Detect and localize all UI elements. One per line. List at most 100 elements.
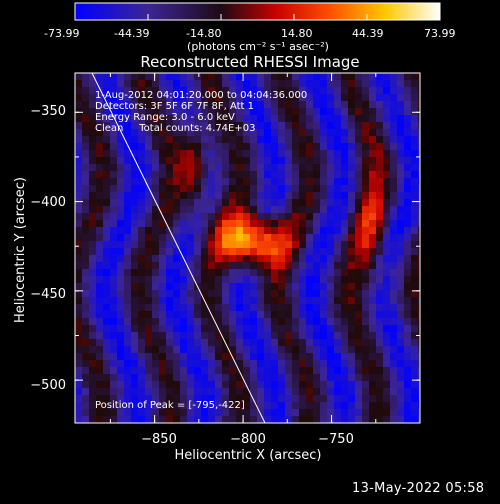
- heatmap-cell: [383, 388, 391, 396]
- heatmap-cell: [138, 220, 146, 228]
- heatmap-cell: [208, 108, 216, 116]
- heatmap-cell: [404, 129, 412, 137]
- heatmap-cell: [341, 129, 349, 137]
- heatmap-cell: [355, 129, 363, 137]
- heatmap-cell: [341, 325, 349, 333]
- heatmap-cell: [236, 143, 244, 151]
- heatmap-cell: [285, 402, 293, 410]
- heatmap-cell: [222, 115, 230, 123]
- heatmap-cell: [215, 367, 223, 375]
- heatmap-cell: [229, 255, 237, 263]
- heatmap-cell: [75, 248, 83, 256]
- heatmap-cell: [250, 157, 258, 165]
- heatmap-cell: [313, 332, 321, 340]
- heatmap-cell: [138, 143, 146, 151]
- heatmap-cell: [96, 297, 104, 305]
- peak-position-label: Position of Peak = [-795,-422]: [95, 400, 245, 411]
- heatmap-cell: [208, 318, 216, 326]
- heatmap-cell: [82, 297, 90, 305]
- heatmap-cell: [306, 318, 314, 326]
- heatmap-cell: [194, 136, 202, 144]
- heatmap-cell: [257, 150, 265, 158]
- heatmap-cell: [194, 185, 202, 193]
- heatmap-cell: [110, 199, 118, 207]
- heatmap-cell: [334, 80, 342, 88]
- heatmap-cell: [138, 136, 146, 144]
- heatmap-cell: [215, 304, 223, 312]
- heatmap-cell: [299, 346, 307, 354]
- heatmap-cell: [348, 297, 356, 305]
- heatmap-cell: [299, 122, 307, 130]
- heatmap-cell: [278, 381, 286, 389]
- heatmap-cell: [138, 206, 146, 214]
- heatmap-cell: [138, 262, 146, 270]
- heatmap-cell: [383, 325, 391, 333]
- heatmap-cell: [103, 283, 111, 291]
- heatmap-cell: [397, 255, 405, 263]
- heatmap-cell: [320, 192, 328, 200]
- heatmap-cell: [278, 192, 286, 200]
- heatmap-cell: [278, 332, 286, 340]
- heatmap-cell: [383, 80, 391, 88]
- heatmap-cell: [187, 206, 195, 214]
- heatmap-cell: [355, 143, 363, 151]
- heatmap-cell: [89, 262, 97, 270]
- heatmap-cell: [306, 332, 314, 340]
- heatmap-cell: [110, 248, 118, 256]
- heatmap-cell: [229, 73, 237, 81]
- heatmap-cell: [180, 381, 188, 389]
- heatmap-cell: [124, 304, 132, 312]
- heatmap-cell: [369, 367, 377, 375]
- heatmap-cell: [341, 108, 349, 116]
- heatmap-cell: [341, 360, 349, 368]
- heatmap-cell: [103, 311, 111, 319]
- heatmap-cell: [306, 234, 314, 242]
- heatmap-cell: [96, 360, 104, 368]
- heatmap-cell: [250, 318, 258, 326]
- heatmap-cell: [243, 353, 251, 361]
- heatmap-cell: [243, 150, 251, 158]
- heatmap-cell: [299, 73, 307, 81]
- heatmap-cell: [138, 325, 146, 333]
- heatmap-cell: [229, 227, 237, 235]
- heatmap-cell: [313, 325, 321, 333]
- heatmap-cell: [110, 402, 118, 410]
- heatmap-cell: [145, 283, 153, 291]
- heatmap-cell: [124, 290, 132, 298]
- heatmap-cell: [229, 185, 237, 193]
- heatmap-cell: [152, 220, 160, 228]
- heatmap-cell: [271, 283, 279, 291]
- heatmap-cell: [187, 276, 195, 284]
- heatmap-cell: [362, 283, 370, 291]
- heatmap-cell: [96, 388, 104, 396]
- heatmap-cell: [313, 381, 321, 389]
- heatmap-cell: [418, 360, 420, 368]
- heatmap-cell: [124, 199, 132, 207]
- heatmap-cell: [348, 276, 356, 284]
- heatmap-cell: [152, 178, 160, 186]
- heatmap-cell: [257, 255, 265, 263]
- solar-limb-line: [91, 73, 266, 423]
- heatmap-cell: [306, 248, 314, 256]
- heatmap-cell: [194, 122, 202, 130]
- heatmap-cell: [278, 101, 286, 109]
- heatmap-cell: [271, 129, 279, 137]
- heatmap-cell: [138, 416, 146, 423]
- heatmap-cell: [152, 122, 160, 130]
- heatmap-cell: [257, 178, 265, 186]
- heatmap-cell: [362, 416, 370, 423]
- heatmap-cell: [348, 213, 356, 221]
- heatmap-cell: [138, 339, 146, 347]
- heatmap-cell: [117, 143, 125, 151]
- heatmap-cell: [110, 192, 118, 200]
- heatmap-cell: [222, 129, 230, 137]
- heatmap-cell: [397, 234, 405, 242]
- heatmap-cell: [159, 416, 167, 423]
- heatmap-cell: [306, 157, 314, 165]
- heatmap-cell: [376, 325, 384, 333]
- heatmap-cell: [152, 360, 160, 368]
- heatmap-cell: [257, 227, 265, 235]
- heatmap-cell: [257, 192, 265, 200]
- heatmap-cell: [117, 304, 125, 312]
